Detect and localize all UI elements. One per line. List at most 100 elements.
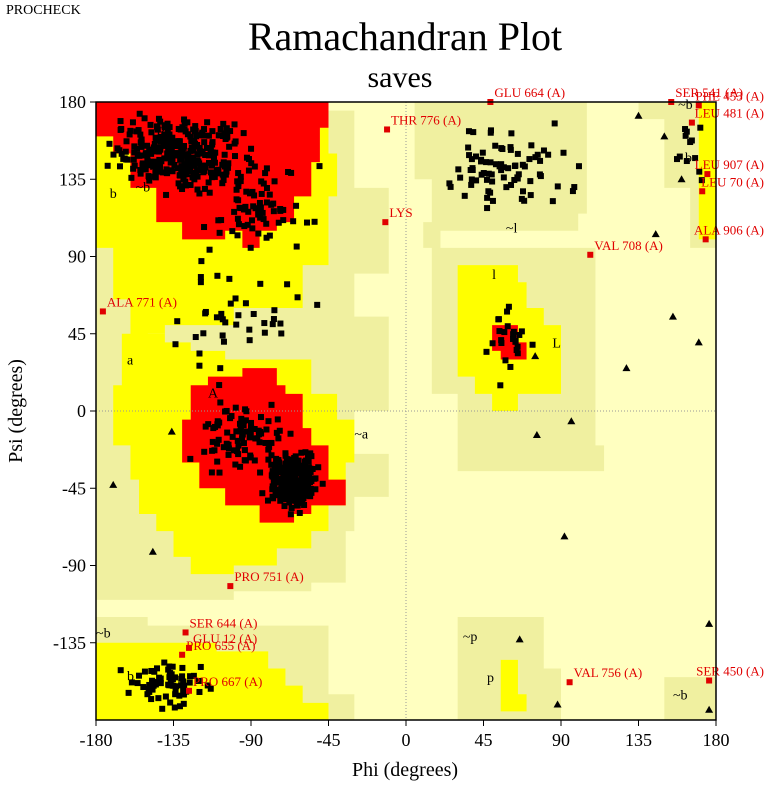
residue-point <box>277 489 284 496</box>
glycine-point <box>167 427 176 435</box>
residue-point <box>271 178 278 185</box>
glycine-point <box>553 700 562 708</box>
residue-point <box>300 471 307 478</box>
residue-point <box>166 131 173 138</box>
residue-point <box>505 165 512 172</box>
residue-point <box>191 176 198 183</box>
residue-point <box>128 174 135 181</box>
glycine-point <box>560 532 569 540</box>
glycine-point <box>677 175 686 183</box>
residue-point <box>235 312 242 319</box>
residue-point <box>282 452 289 459</box>
residue-point <box>258 190 265 197</box>
residue-point <box>273 457 280 464</box>
residue-point <box>223 407 230 414</box>
residue-point <box>226 275 233 282</box>
residue-point <box>198 258 205 265</box>
residue-point <box>306 479 313 486</box>
x-tick-label: -45 <box>317 730 341 750</box>
residue-point <box>197 274 204 281</box>
residue-point <box>165 167 172 174</box>
residue-point <box>260 180 267 187</box>
residue-point <box>235 221 242 228</box>
residue-point <box>307 485 314 492</box>
residue-point <box>163 191 170 198</box>
residue-point <box>268 452 275 459</box>
residue-point <box>232 404 239 411</box>
y-tick-label: 0 <box>77 401 86 421</box>
residue-point <box>118 150 125 157</box>
residue-point <box>169 676 176 683</box>
residue-point <box>248 145 255 152</box>
residue-point <box>242 300 249 307</box>
glycine-point <box>668 312 677 320</box>
residue-point <box>287 430 294 437</box>
residue-point <box>137 131 144 138</box>
residue-point <box>136 110 143 117</box>
residue-point <box>257 469 264 476</box>
residue-point <box>194 186 201 193</box>
residue-point <box>466 152 473 159</box>
residue-point <box>215 132 222 139</box>
residue-point <box>178 148 185 155</box>
x-tick-label: -180 <box>80 730 113 750</box>
program-label: PROCHECK <box>6 3 81 18</box>
region-labels: Aa~aBb~blL~l~bb~bb~pp~b <box>96 98 693 704</box>
outlier-point <box>688 119 695 126</box>
residue-point <box>172 139 179 146</box>
residue-point <box>246 326 253 333</box>
residue-point <box>468 176 475 183</box>
residue-point <box>172 691 179 698</box>
residue-point <box>527 192 534 199</box>
residue-point <box>277 486 284 493</box>
residue-point <box>302 449 309 456</box>
residue-point <box>209 172 216 179</box>
y-tick-label: 90 <box>68 247 86 267</box>
residue-point <box>299 498 306 505</box>
residue-point <box>259 490 266 497</box>
x-tick-label: 90 <box>552 730 570 750</box>
residue-point <box>126 131 133 138</box>
residue-point <box>285 168 292 175</box>
residue-point <box>287 480 294 487</box>
residue-point <box>281 503 288 510</box>
residue-point <box>468 156 475 163</box>
residue-point <box>106 140 113 147</box>
residue-point <box>251 192 258 199</box>
residue-point <box>186 679 193 686</box>
residue-point <box>165 666 172 673</box>
residue-point <box>165 151 172 158</box>
residue-point <box>192 123 199 130</box>
residue-point <box>240 418 247 425</box>
residue-point <box>220 444 227 451</box>
residue-point <box>249 225 256 232</box>
residue-point <box>149 686 156 693</box>
residue-point <box>516 331 523 338</box>
residue-point <box>513 347 520 354</box>
residue-point <box>248 160 255 167</box>
residue-point <box>159 169 166 176</box>
residue-point <box>246 190 253 197</box>
residue-point <box>148 696 155 703</box>
residue-point <box>269 473 276 480</box>
residue-point <box>202 310 209 317</box>
residue-point <box>470 129 477 136</box>
residue-point <box>261 320 268 327</box>
residue-point <box>261 329 268 336</box>
residue-point <box>483 159 490 166</box>
residue-point <box>182 152 189 159</box>
residue-point <box>216 469 223 476</box>
glycine-point <box>634 111 643 119</box>
residue-point <box>224 164 231 171</box>
residue-point <box>274 478 281 485</box>
residue-point <box>136 672 143 679</box>
residue-point <box>176 703 183 710</box>
residue-point <box>216 229 223 236</box>
residue-point <box>527 178 534 185</box>
residue-point <box>245 167 252 174</box>
residue-point <box>247 424 254 431</box>
outlier-point <box>587 251 594 258</box>
residue-point <box>116 163 123 170</box>
residue-point <box>489 178 496 185</box>
